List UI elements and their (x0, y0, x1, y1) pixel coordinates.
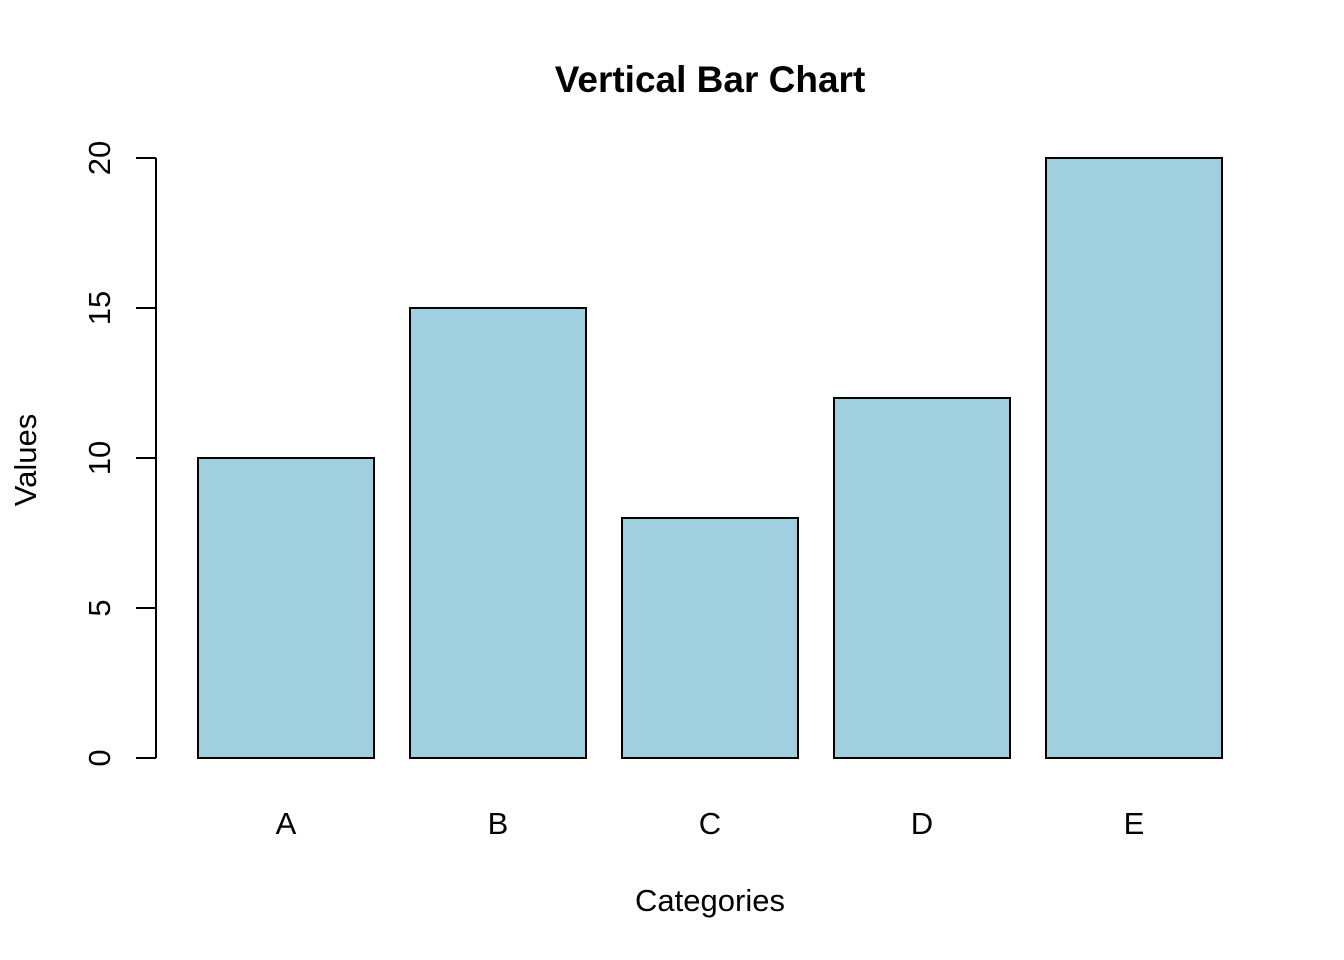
bar-c (621, 517, 799, 759)
x-tick-label-e: E (1124, 806, 1145, 841)
chart-title: Vertical Bar Chart (555, 59, 866, 100)
x-tick-label-a: A (276, 806, 297, 841)
y-tick-label: 15 (82, 291, 117, 325)
y-tick-label: 10 (82, 441, 117, 475)
y-tick-label: 0 (82, 749, 117, 766)
bar-b (409, 307, 587, 759)
y-tick-label: 5 (82, 599, 117, 616)
y-tick-label: 20 (82, 141, 117, 175)
y-axis-label: Values (8, 414, 43, 507)
x-axis-label: Categories (635, 883, 785, 918)
bar-e (1045, 157, 1223, 759)
bar-a (197, 457, 375, 759)
bar-d (833, 397, 1011, 759)
bars-group (197, 157, 1223, 759)
x-tick-label-c: C (699, 806, 721, 841)
x-tick-label-d: D (911, 806, 933, 841)
y-axis: 0 5 10 15 20 (82, 141, 157, 767)
x-tick-label-b: B (488, 806, 509, 841)
x-axis-ticks: A B C D E (276, 806, 1145, 841)
